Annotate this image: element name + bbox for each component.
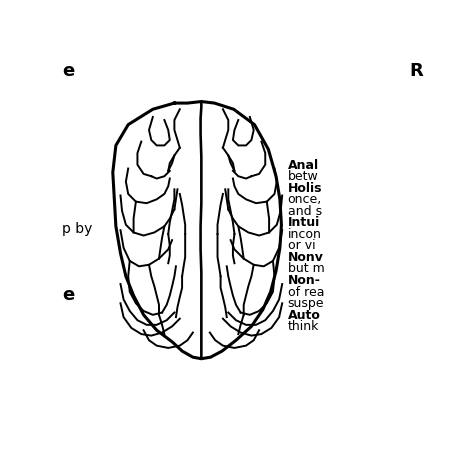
Text: Nonv: Nonv: [288, 251, 323, 264]
Text: but m: but m: [288, 263, 324, 275]
Text: e: e: [63, 286, 75, 304]
Text: incon: incon: [288, 228, 321, 241]
Text: betw: betw: [288, 170, 319, 183]
Text: think: think: [288, 320, 319, 333]
Text: Non-: Non-: [288, 274, 320, 287]
Text: e: e: [63, 62, 75, 80]
Text: Anal: Anal: [288, 158, 319, 172]
Text: or vi: or vi: [288, 239, 315, 252]
Text: p by: p by: [62, 222, 92, 237]
Text: of rea: of rea: [288, 285, 324, 299]
Text: once,: once,: [288, 193, 322, 206]
Text: Intui: Intui: [288, 216, 320, 229]
Text: R: R: [410, 62, 423, 80]
Polygon shape: [113, 101, 282, 359]
Text: Holis: Holis: [288, 182, 322, 195]
Text: Auto: Auto: [288, 309, 320, 322]
Text: and s: and s: [288, 205, 322, 218]
Text: suspe: suspe: [288, 297, 324, 310]
